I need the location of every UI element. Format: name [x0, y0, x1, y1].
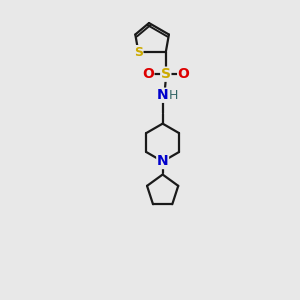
Text: O: O [178, 67, 190, 81]
Text: S: S [161, 67, 171, 81]
Text: S: S [134, 46, 143, 59]
Text: O: O [142, 67, 154, 81]
Text: N: N [157, 88, 169, 102]
Text: N: N [157, 154, 169, 169]
Text: H: H [169, 89, 178, 102]
